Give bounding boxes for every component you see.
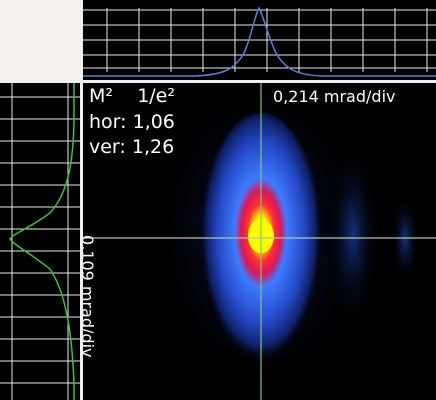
ver-value: 1,26 — [131, 136, 175, 158]
horizontal-profile-plot — [83, 0, 436, 80]
horizontal-profile-curve — [83, 6, 436, 77]
vertical-profile-curve — [9, 83, 75, 400]
m2-horizontal-row: hor: 1,06 — [89, 111, 175, 133]
beam-side-lobe — [327, 145, 379, 325]
horizontal-profile-svg — [83, 6, 436, 77]
vertical-profile-svg — [0, 83, 80, 400]
corner-blank — [0, 0, 80, 80]
divider-horizontal — [0, 80, 436, 83]
ver-label: ver: — [89, 136, 126, 158]
beam-image-view[interactable]: M² 1/e² hor: 1,06 ver: 1,26 0,214 mrad/d… — [83, 83, 436, 400]
vertical-profile-plot — [0, 83, 80, 400]
m2-label: M² — [89, 85, 114, 107]
hor-label: hor: — [89, 111, 127, 133]
m2-header: M² 1/e² — [89, 85, 175, 107]
clip-level-label: 1/e² — [137, 85, 175, 107]
hor-value: 1,06 — [132, 111, 175, 133]
beam-heatmap — [83, 83, 436, 400]
vertical-scale-label: 0,109 mrad/div — [83, 235, 97, 358]
divider-vertical — [80, 0, 83, 400]
horizontal-scale-label: 0,214 mrad/div — [273, 87, 396, 106]
m2-vertical-row: ver: 1,26 — [89, 136, 174, 158]
beam-side-lobe-far — [391, 193, 419, 285]
